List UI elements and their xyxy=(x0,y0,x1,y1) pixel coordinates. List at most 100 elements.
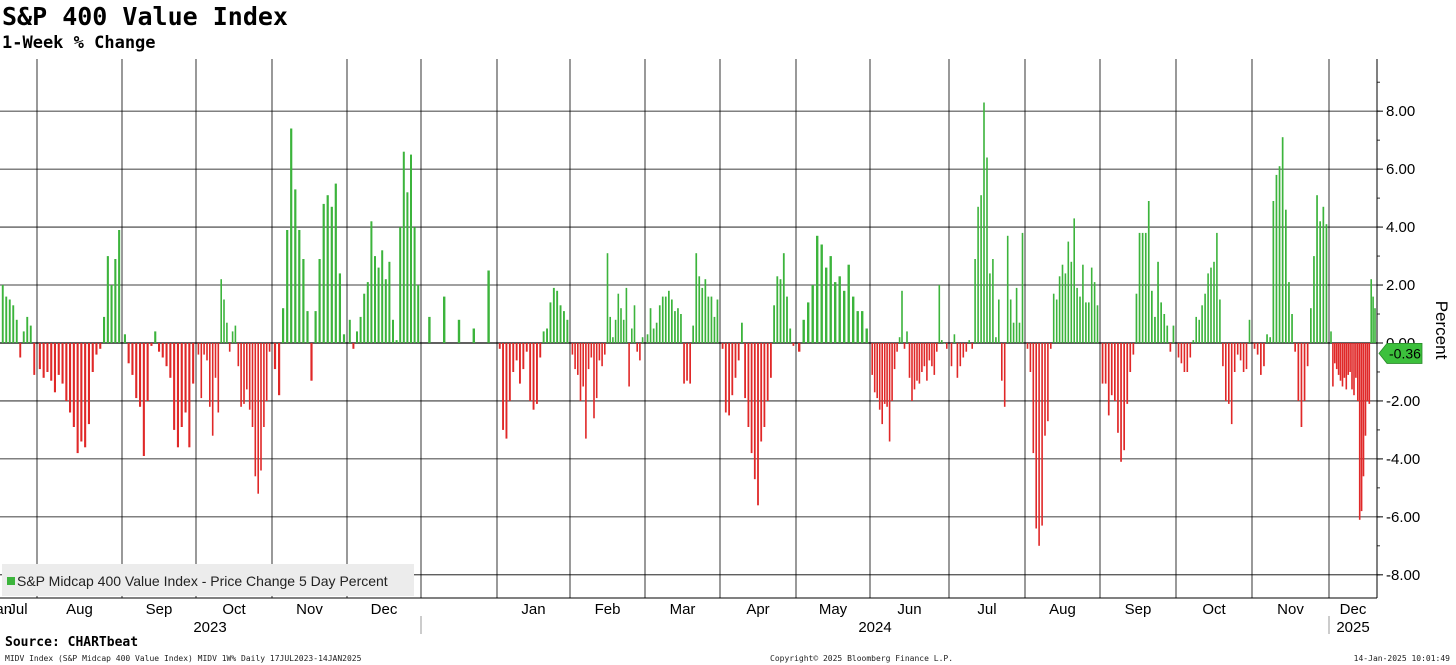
bar xyxy=(923,343,926,367)
bar xyxy=(1147,201,1150,343)
bar xyxy=(595,343,598,399)
bar xyxy=(639,343,641,361)
bar xyxy=(46,343,49,372)
bar xyxy=(532,343,535,410)
bar xyxy=(413,227,416,343)
bar xyxy=(829,256,832,343)
bar xyxy=(42,343,45,378)
bar xyxy=(1061,264,1064,343)
bar xyxy=(515,343,518,361)
bar xyxy=(268,343,271,352)
bar xyxy=(825,267,828,343)
bar xyxy=(1343,343,1346,378)
bar xyxy=(209,343,211,407)
bar xyxy=(1216,232,1218,343)
bar xyxy=(223,299,225,343)
x-month-label: Oct xyxy=(1202,601,1226,618)
bar xyxy=(786,296,788,343)
bar xyxy=(834,282,837,343)
bar xyxy=(1372,296,1374,343)
bar xyxy=(883,343,886,404)
bar xyxy=(512,343,515,372)
bar xyxy=(593,343,595,419)
bar xyxy=(1233,343,1236,372)
bar xyxy=(995,337,997,343)
x-month-label: Jun xyxy=(897,601,921,618)
bar xyxy=(852,296,855,343)
y-tick-label: 2.00 xyxy=(1386,277,1415,294)
bar xyxy=(574,343,576,370)
bar xyxy=(881,343,883,425)
bar xyxy=(782,253,785,343)
bar xyxy=(1285,209,1287,343)
bar xyxy=(674,311,676,343)
bar xyxy=(668,290,670,343)
bar xyxy=(366,282,369,343)
bar xyxy=(1018,322,1021,343)
bar xyxy=(80,343,83,442)
bar xyxy=(334,183,337,343)
bar xyxy=(936,343,938,352)
bar xyxy=(1107,343,1110,416)
bar xyxy=(1169,343,1172,352)
bar xyxy=(1126,343,1129,404)
bar xyxy=(908,343,911,378)
bar xyxy=(692,325,694,343)
bar xyxy=(1120,343,1122,462)
bar xyxy=(1114,343,1116,401)
bar xyxy=(707,296,710,343)
y-tick-label: 8.00 xyxy=(1386,103,1415,120)
bar xyxy=(1219,299,1221,343)
bar xyxy=(356,331,358,343)
x-month-label: Oct xyxy=(222,601,246,618)
bar xyxy=(234,325,237,343)
bar xyxy=(91,343,94,372)
bar xyxy=(1332,343,1334,387)
bar xyxy=(402,151,405,343)
bar xyxy=(587,343,590,370)
y-tick-label: 4.00 xyxy=(1386,219,1415,236)
bar xyxy=(1132,343,1135,355)
bar xyxy=(1192,340,1195,343)
bar xyxy=(1006,235,1009,343)
bar xyxy=(898,337,901,343)
bar xyxy=(265,343,268,401)
bar xyxy=(1253,343,1256,349)
bar xyxy=(792,343,795,346)
bar xyxy=(941,340,943,343)
bar xyxy=(1160,302,1162,343)
bar xyxy=(87,343,90,425)
bar xyxy=(1195,316,1197,343)
bar xyxy=(1313,256,1315,343)
bar xyxy=(542,331,545,343)
bar xyxy=(911,343,913,401)
bar xyxy=(127,343,130,364)
bar xyxy=(598,343,601,361)
bar xyxy=(1088,302,1090,343)
bar xyxy=(522,343,525,370)
bar xyxy=(983,102,985,343)
bar xyxy=(110,285,113,343)
bar xyxy=(671,299,673,343)
bar xyxy=(1201,305,1203,343)
bar xyxy=(131,343,134,375)
bar xyxy=(176,343,179,448)
bar xyxy=(1001,343,1003,381)
bar xyxy=(943,343,946,344)
x-month-label: Feb xyxy=(595,601,621,618)
bar xyxy=(980,195,982,343)
bar xyxy=(1021,232,1024,343)
bar xyxy=(1366,343,1369,401)
bar xyxy=(1362,343,1365,477)
bar xyxy=(1064,273,1067,343)
bar xyxy=(348,319,351,343)
bar xyxy=(237,343,240,367)
x-month-label: Jul xyxy=(8,601,27,618)
bar xyxy=(628,343,630,387)
bar xyxy=(1,285,4,343)
bar xyxy=(1294,343,1296,352)
bar xyxy=(254,343,257,477)
x-month-label: Dec xyxy=(1340,601,1367,618)
copyright-text: Copyright© 2025 Bloomberg Finance L.P. xyxy=(770,654,954,663)
bar xyxy=(1266,334,1268,343)
